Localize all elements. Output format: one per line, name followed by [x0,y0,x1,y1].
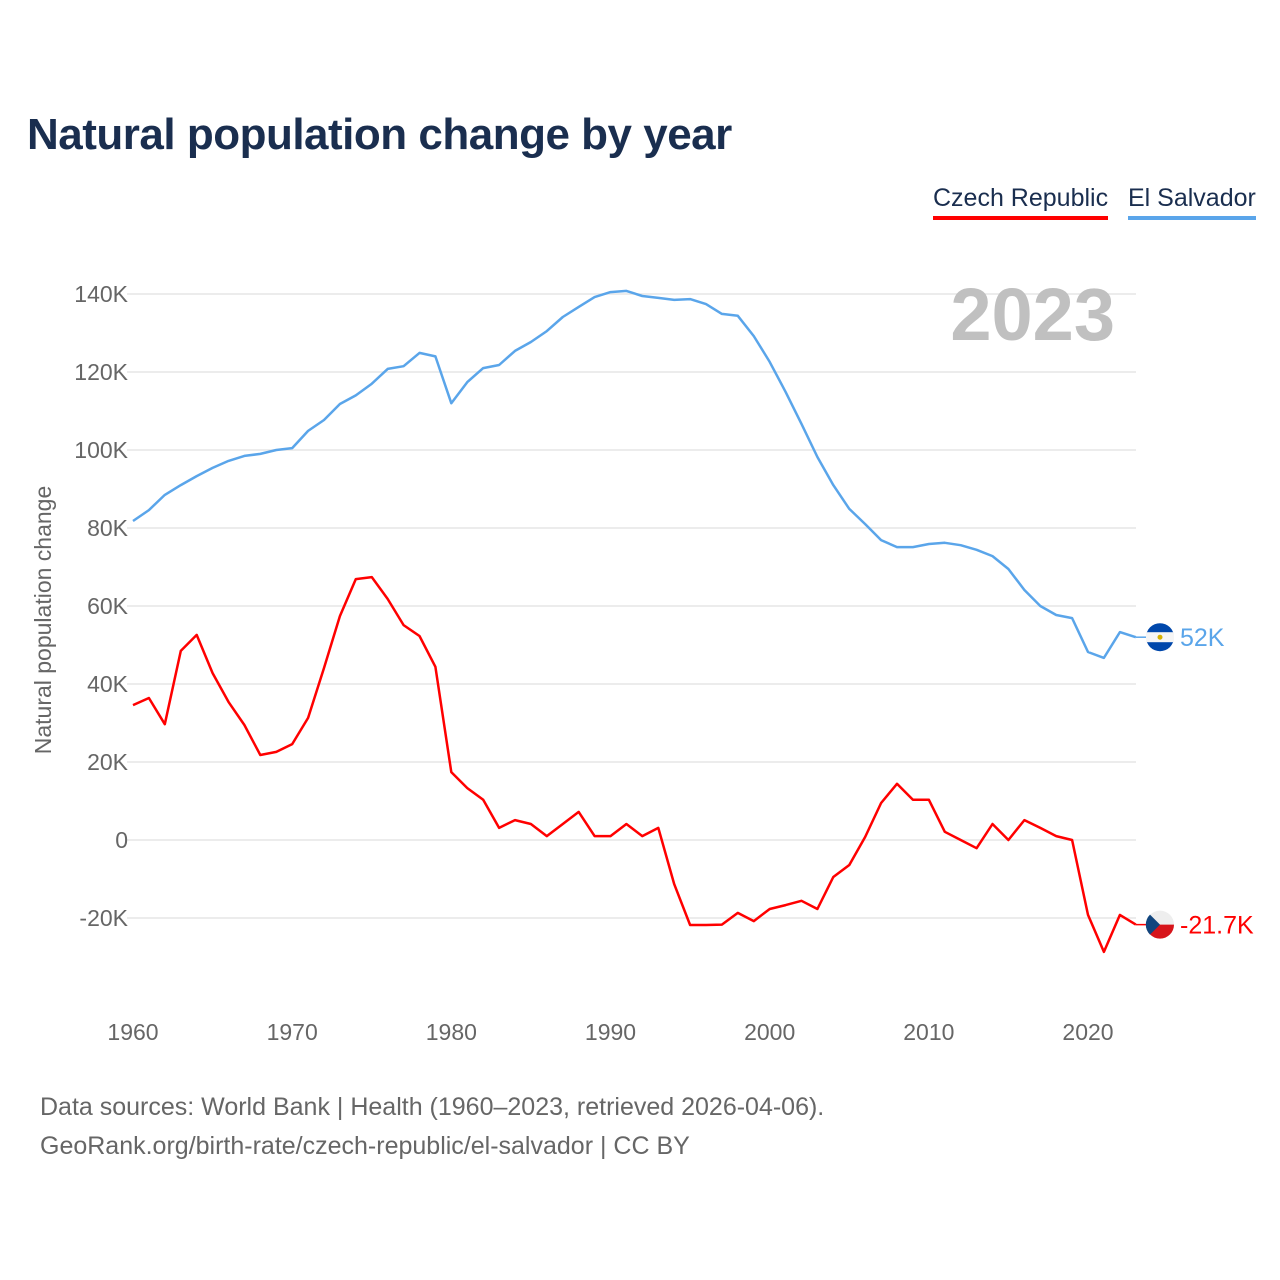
y-tick-label: 140K [74,281,128,307]
y-tick-label: -20K [79,905,128,931]
footer: Data sources: World Bank | Health (1960–… [40,1088,824,1166]
y-tick-label: 100K [74,437,128,463]
legend-item-el-salvador[interactable]: El Salvador [1128,184,1256,220]
footer-sources: Data sources: World Bank | Health (1960–… [40,1093,825,1121]
legend-item-czech-republic[interactable]: Czech Republic [933,184,1109,220]
y-tick-label: 20K [87,749,129,775]
x-tick-label: 1990 [585,1019,636,1045]
end-value-label: -21.7K [1180,912,1254,940]
y-tick-label: 0 [115,827,128,853]
y-tick-label: 120K [74,359,128,385]
x-tick-label: 2020 [1062,1019,1113,1045]
x-tick-label: 1980 [426,1019,477,1045]
chart-title: Natural population change by year [27,110,732,159]
x-tick-label: 2000 [744,1019,795,1045]
x-tick-label: 1970 [267,1019,318,1045]
el-salvador-flag-emblem [1157,634,1163,640]
y-tick-label: 60K [87,593,129,619]
y-tick-label: 80K [87,515,129,541]
series-line-czech-republic [132,575,1137,954]
y-axis-label: Natural population change [30,486,56,755]
x-tick-label: 1960 [107,1019,158,1045]
series-line-el-salvador [132,289,1137,660]
x-tick-label: 2010 [903,1019,954,1045]
czech-flag-blue [1145,914,1160,935]
end-value-label: 52K [1180,624,1225,652]
y-tick-label: 40K [87,671,129,697]
year-label: 2023 [950,273,1115,356]
footer-link[interactable]: GeoRank.org/birth-rate/czech-republic/el… [40,1132,690,1160]
